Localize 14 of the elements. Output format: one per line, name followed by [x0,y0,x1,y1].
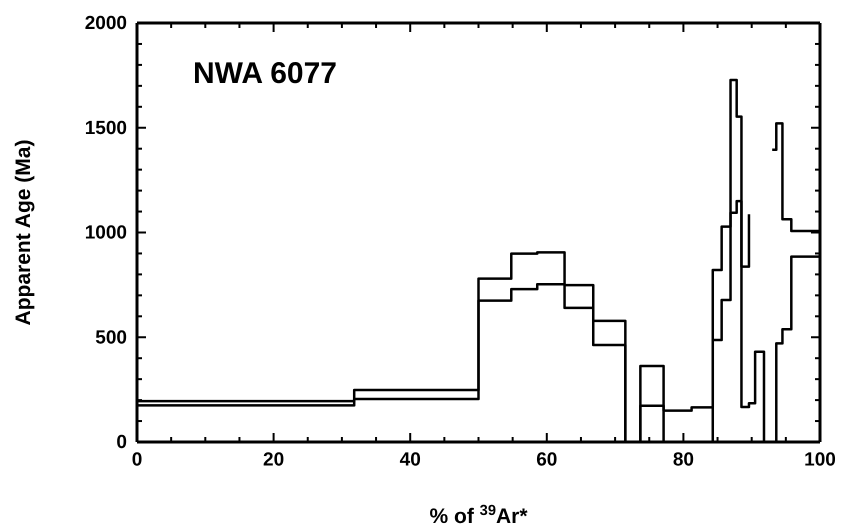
y-axis-title: Apparent Age (Ma) [12,140,35,326]
x-tick-label: 40 [400,449,421,470]
y-tick-label: 1000 [84,222,127,244]
x-tick-label: 20 [263,449,284,470]
x-axis-title: % of $^{39}$Ar* [429,503,528,528]
x-tick-label: 60 [536,449,558,470]
y-tick-label: 500 [95,327,127,348]
y-tick-label: 2000 [84,13,127,34]
text: NWA 6077 [193,57,337,90]
x-tick-label: 0 [132,449,142,470]
y-tick-label: 1500 [84,118,127,139]
x-tick-label: 100 [804,449,836,470]
y-tick-label: 0 [116,432,127,454]
x-tick-label: 80 [672,449,694,470]
